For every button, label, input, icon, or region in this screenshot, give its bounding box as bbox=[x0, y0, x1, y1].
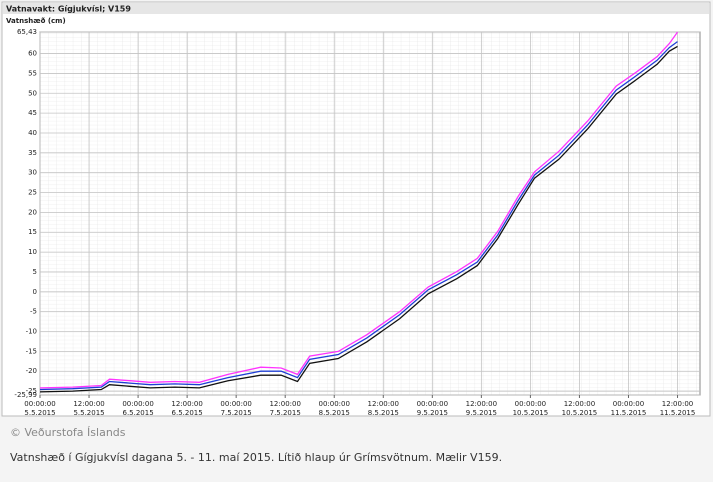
x-tick-label: 00:00:00 bbox=[24, 400, 55, 408]
x-tick-date: 10.5.2015 bbox=[562, 409, 598, 417]
x-tick-label: 00:00:00 bbox=[613, 400, 644, 408]
y-axis-label: Vatnshæð (cm) bbox=[6, 17, 66, 25]
series-line bbox=[39, 41, 678, 391]
x-tick-date: 9.5.2015 bbox=[417, 409, 448, 417]
y-tick-label: 65,43 bbox=[17, 28, 37, 36]
y-tick-label: 30 bbox=[28, 169, 37, 177]
x-tick-label: 12:00:00 bbox=[564, 400, 595, 408]
y-tick-label: 50 bbox=[28, 89, 37, 97]
x-tick-date: 6.5.2015 bbox=[172, 409, 203, 417]
x-tick-label: 12:00:00 bbox=[368, 400, 399, 408]
x-tick-date: 10.5.2015 bbox=[513, 409, 549, 417]
x-tick-date: 11.5.2015 bbox=[611, 409, 647, 417]
x-tick-label: 12:00:00 bbox=[466, 400, 497, 408]
credit: © Veðurstofa Íslands bbox=[10, 426, 126, 439]
x-tick-label: 12:00:00 bbox=[662, 400, 693, 408]
y-tick-label: 40 bbox=[28, 129, 37, 137]
y-tick-label: 20 bbox=[28, 208, 37, 216]
y-tick-label: 45 bbox=[28, 109, 37, 117]
chart-title: Vatnavakt: Gígjukvísl; V159 bbox=[6, 5, 131, 14]
x-tick-date: 11.5.2015 bbox=[660, 409, 696, 417]
x-tick-label: 00:00:00 bbox=[122, 400, 153, 408]
plot-area bbox=[39, 31, 701, 396]
x-tick-date: 7.5.2015 bbox=[221, 409, 252, 417]
title-bar bbox=[3, 3, 709, 14]
x-tick-date: 5.5.2015 bbox=[24, 409, 55, 417]
y-tick-label: 55 bbox=[28, 69, 37, 77]
x-tick-label: 00:00:00 bbox=[220, 400, 251, 408]
caption: Vatnshæð í Gígjukvísl dagana 5. - 11. ma… bbox=[10, 451, 503, 464]
y-tick-label: 0 bbox=[33, 288, 37, 296]
series-line bbox=[39, 45, 678, 393]
y-tick-label: -5 bbox=[30, 308, 37, 316]
y-tick-label: 5 bbox=[33, 268, 37, 276]
x-tick-label: 12:00:00 bbox=[171, 400, 202, 408]
x-tick-date: 5.5.2015 bbox=[73, 409, 104, 417]
y-tick-label: 60 bbox=[28, 50, 37, 58]
x-tick-date: 8.5.2015 bbox=[368, 409, 399, 417]
series-line bbox=[39, 31, 679, 389]
y-tick-label: 35 bbox=[28, 149, 37, 157]
y-tick-label: -25 bbox=[26, 387, 37, 395]
y-tick-label: -10 bbox=[26, 328, 37, 336]
y-tick-label: -25,99 bbox=[14, 391, 37, 399]
x-tick-label: 00:00:00 bbox=[319, 400, 350, 408]
chart: Vatnavakt: Gígjukvísl; V159 Vatnshæð (cm… bbox=[1, 1, 711, 417]
x-tick-date: 6.5.2015 bbox=[122, 409, 153, 417]
y-tick-label: 15 bbox=[28, 228, 37, 236]
y-tick-label: -15 bbox=[26, 347, 37, 355]
y-tick-label: 10 bbox=[28, 248, 37, 256]
y-tick-label: -20 bbox=[26, 367, 37, 375]
x-tick-date: 9.5.2015 bbox=[466, 409, 497, 417]
y-tick-label: 25 bbox=[28, 189, 37, 197]
x-tick-label: 00:00:00 bbox=[515, 400, 546, 408]
x-tick-label: 12:00:00 bbox=[269, 400, 300, 408]
x-tick-label: 00:00:00 bbox=[417, 400, 448, 408]
x-tick-label: 12:00:00 bbox=[73, 400, 104, 408]
x-tick-date: 8.5.2015 bbox=[319, 409, 350, 417]
x-tick-date: 7.5.2015 bbox=[270, 409, 301, 417]
